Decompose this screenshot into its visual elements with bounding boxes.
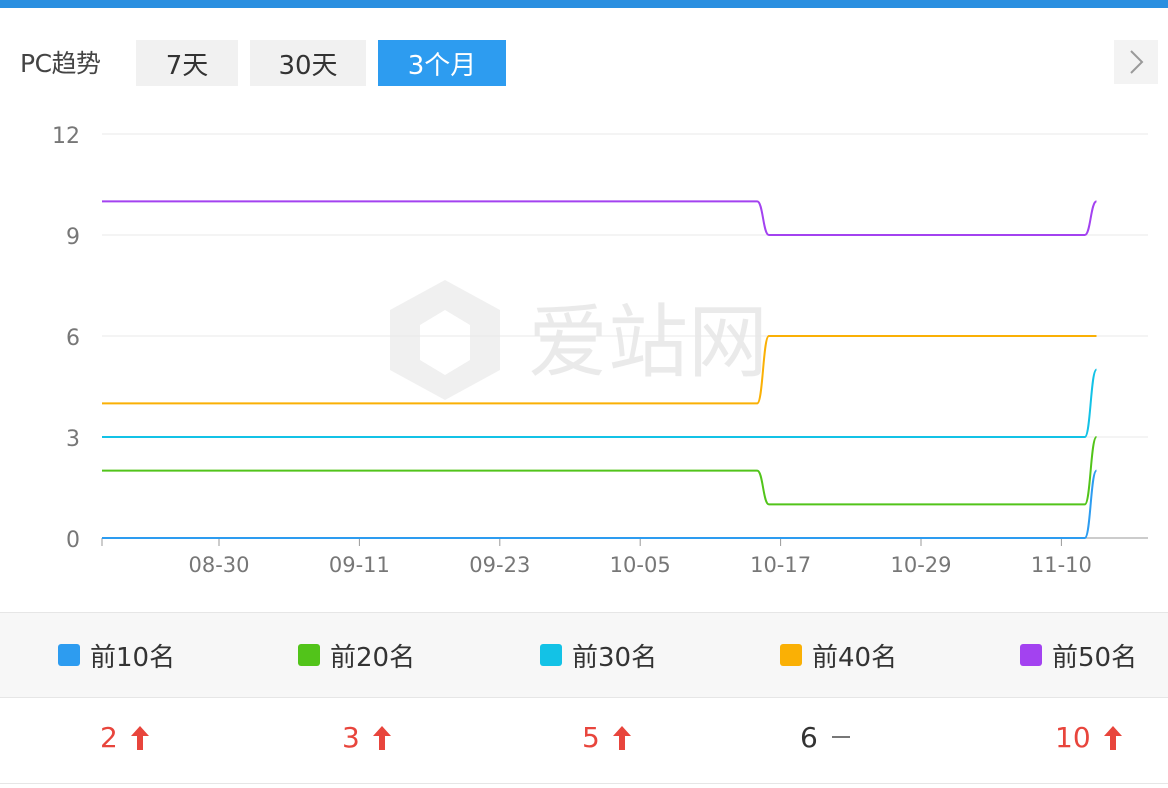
y-tick-label-12: 12	[52, 124, 80, 149]
y-tick-label-0: 0	[66, 528, 80, 553]
count-cell-top40: 6	[800, 721, 852, 754]
count-value-top20: 3	[342, 721, 360, 754]
watermark-text: 爱站网	[528, 296, 768, 389]
x-tick-label-11-10: 11-10	[1031, 553, 1092, 577]
range-3-months-button[interactable]: 3个月	[378, 40, 506, 86]
series-line-前10名	[102, 469, 1098, 539]
legend-label-top50: 前50名	[1052, 642, 1138, 673]
next-page-button[interactable]	[1114, 40, 1158, 84]
series-line-前50名	[102, 200, 1098, 236]
x-tick-label-09-11: 09-11	[329, 553, 390, 577]
series-line-前20名	[102, 436, 1098, 506]
range-30-days-button[interactable]: 30天	[250, 40, 366, 86]
arrow-up-icon	[130, 725, 149, 750]
legend-label-top40: 前40名	[812, 642, 898, 673]
legend-label-top30: 前30名	[572, 642, 658, 673]
y-tick-label-9: 9	[66, 225, 80, 250]
chart-legend: 前10名 前20名 前30名 前40名 前50名	[0, 612, 1168, 698]
count-value-top40: 6	[800, 721, 818, 754]
legend-item-top50[interactable]: 前50名	[1020, 639, 1138, 673]
x-tick-label-10-17: 10-17	[750, 553, 811, 577]
arrow-up-icon	[1103, 725, 1122, 750]
chart-section-title: PC趋势	[20, 49, 101, 78]
legend-label-top10: 前10名	[90, 642, 176, 673]
count-cell-top30: 5	[582, 721, 632, 754]
ranking-counts-row: 2 3 5 6 10	[0, 697, 1168, 784]
count-value-top30: 5	[582, 721, 600, 754]
count-cell-top50: 10	[1055, 721, 1123, 754]
series-line-前30名	[102, 368, 1098, 438]
legend-item-top10[interactable]: 前10名	[58, 639, 176, 673]
watermark-logo-icon	[390, 280, 500, 400]
legend-swatch-top50	[1020, 644, 1042, 666]
top-accent-border	[0, 0, 1168, 8]
count-value-top50: 10	[1055, 721, 1091, 754]
legend-swatch-top20	[298, 644, 320, 666]
legend-swatch-top30	[540, 644, 562, 666]
legend-label-top20: 前20名	[330, 642, 416, 673]
x-tick-label-08-30: 08-30	[188, 553, 249, 577]
dash-icon	[831, 735, 850, 738]
legend-item-top20[interactable]: 前20名	[298, 639, 416, 673]
legend-item-top30[interactable]: 前30名	[540, 639, 658, 673]
x-tick-label-10-05: 10-05	[610, 553, 671, 577]
count-cell-top20: 3	[342, 721, 392, 754]
x-tick-label-10-29: 10-29	[890, 553, 951, 577]
trend-line-chart: 爱站网 0 3 6 9 12 08-30 09-11 09-23 10-05 10-17 10-29 1…	[52, 124, 1148, 577]
arrow-up-icon	[612, 725, 631, 750]
range-7-days-button[interactable]: 7天	[136, 40, 238, 86]
count-value-top10: 2	[100, 721, 118, 754]
chevron-right-icon	[1130, 50, 1144, 74]
y-tick-label-3: 3	[66, 427, 80, 452]
y-tick-label-6: 6	[66, 326, 80, 351]
legend-swatch-top40	[780, 644, 802, 666]
legend-swatch-top10	[58, 644, 80, 666]
count-cell-top10: 2	[100, 721, 150, 754]
chart-toolbar: PC趋势 7天 30天 3个月	[0, 36, 1168, 90]
series-line-前40名	[102, 335, 1097, 405]
x-tick-label-09-23: 09-23	[469, 553, 530, 577]
arrow-up-icon	[372, 725, 391, 750]
legend-item-top40[interactable]: 前40名	[780, 639, 898, 673]
